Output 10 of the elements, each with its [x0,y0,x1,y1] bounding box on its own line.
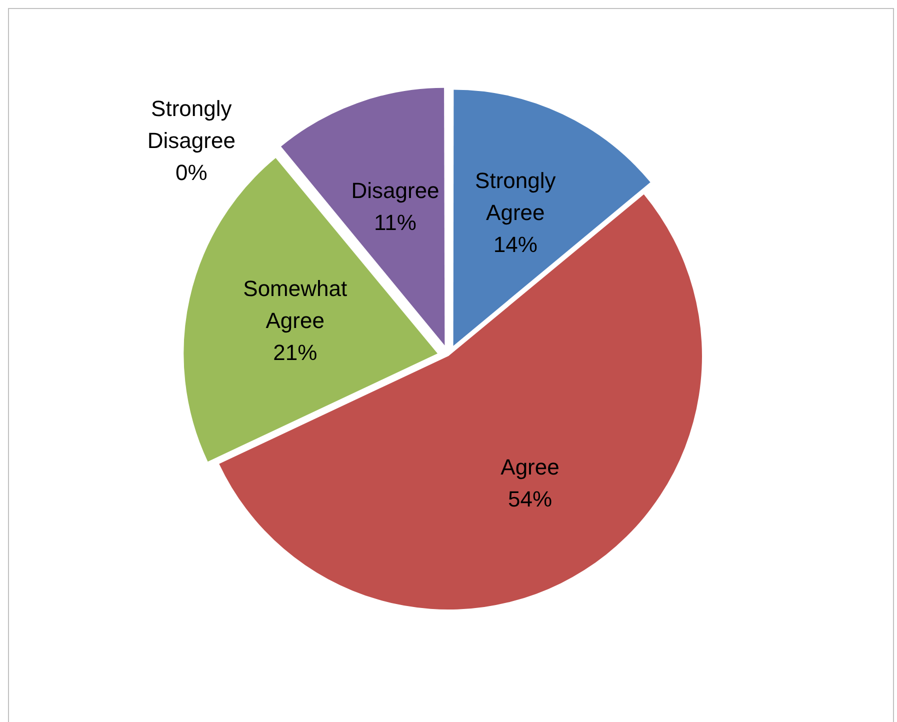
data-label: 54% [508,486,552,512]
slice-label: Strongly Agree [475,168,556,225]
slice-label: Disagree [351,178,440,204]
text: 0% [176,160,208,186]
data-label: 21% [273,340,318,365]
data-label: 14% [493,232,538,257]
slice-label: Somewhat Agree [243,276,348,333]
data-label: 11% [374,210,416,236]
slice-label: Agree [500,454,560,480]
category-label: Strongly Disagree [147,96,236,154]
